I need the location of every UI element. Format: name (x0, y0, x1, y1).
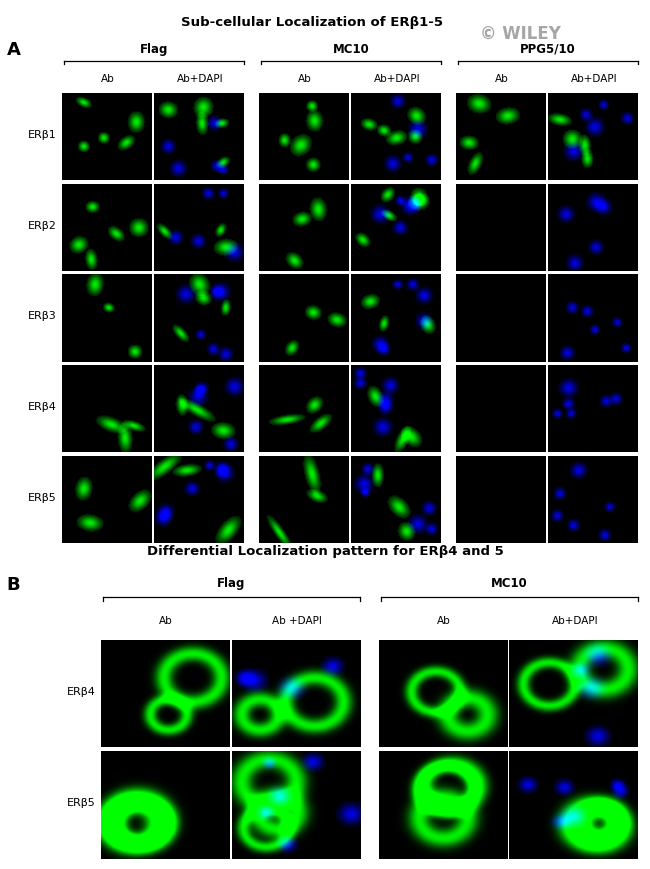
Text: © WILEY: © WILEY (480, 24, 560, 43)
Text: ERβ2: ERβ2 (28, 221, 57, 230)
Text: Ab+DAPI: Ab+DAPI (571, 75, 618, 84)
Text: A: A (6, 41, 20, 59)
Text: Ab: Ab (298, 75, 312, 84)
Text: Flag: Flag (140, 43, 168, 56)
Text: Ab: Ab (437, 616, 451, 626)
Text: Flag: Flag (217, 577, 246, 590)
Text: Ab +DAPI: Ab +DAPI (272, 616, 322, 626)
Text: Ab+DAPI: Ab+DAPI (374, 75, 421, 84)
Text: MC10: MC10 (491, 577, 528, 590)
Text: ERβ1: ERβ1 (28, 129, 57, 140)
Text: Ab+DAPI: Ab+DAPI (552, 616, 598, 626)
Text: ERβ5: ERβ5 (28, 493, 57, 503)
Text: ERβ3: ERβ3 (28, 311, 57, 322)
Text: Ab+DAPI: Ab+DAPI (177, 75, 223, 84)
Text: ERβ4: ERβ4 (67, 687, 96, 697)
Text: Ab: Ab (495, 75, 509, 84)
Text: Ab: Ab (101, 75, 114, 84)
Text: Sub-cellular Localization of ERβ1-5: Sub-cellular Localization of ERβ1-5 (181, 16, 443, 29)
Text: Ab: Ab (159, 616, 173, 626)
Text: ERβ5: ERβ5 (67, 798, 96, 808)
Text: Differential Localization pattern for ERβ4 and 5: Differential Localization pattern for ER… (147, 545, 503, 558)
Text: MC10: MC10 (333, 43, 369, 56)
Text: B: B (6, 576, 20, 594)
Text: PPG5/10: PPG5/10 (520, 43, 576, 56)
Text: ERβ4: ERβ4 (28, 402, 57, 412)
